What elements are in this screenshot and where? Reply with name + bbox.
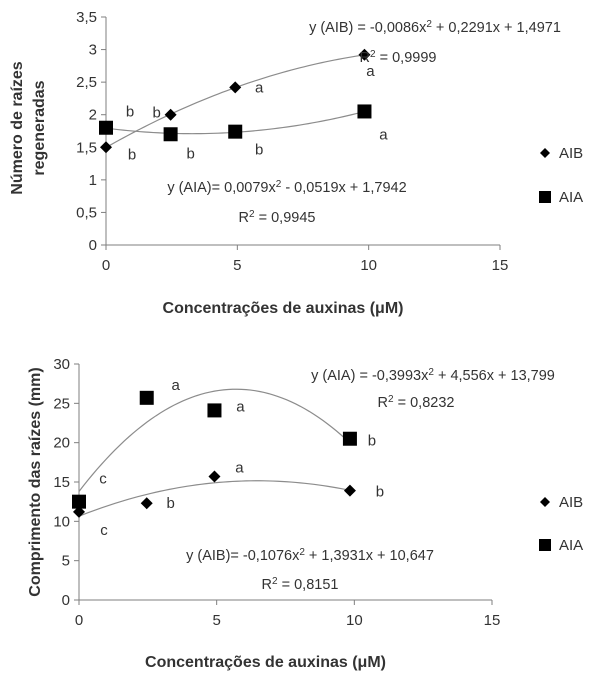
significance-letter: b — [167, 495, 175, 512]
r-squared-aib: R2 = 0,9999 — [360, 49, 437, 67]
data-point-aia — [139, 390, 154, 405]
x-tick-label: 10 — [360, 257, 377, 274]
y-tick-label: 0 — [89, 237, 97, 254]
legend-marker-diamond — [540, 148, 550, 158]
significance-letter: b — [128, 146, 136, 163]
significance-letter: b — [255, 142, 263, 159]
trendline-aib — [78, 480, 351, 517]
x-tick-label: 5 — [233, 257, 241, 274]
significance-letter: a — [172, 377, 181, 394]
x-tick-label: 15 — [484, 612, 501, 629]
trendline-aia — [78, 388, 351, 492]
y-tick-label: 25 — [53, 395, 70, 412]
r-squared-aia: R2 = 0,9945 — [239, 209, 316, 227]
legend: AIB AIA — [539, 494, 583, 554]
legend-label-aib: AIB — [559, 145, 583, 162]
y-tick-label: 20 — [53, 435, 70, 452]
equation-aia: y (AIA)= 0,0079x2 - 0,0519x + 1,7942 — [167, 179, 406, 197]
equation-aib: y (AIB)= -0,1076x2 + 1,3931x + 10,647 — [186, 547, 434, 565]
y-axis-label: Número de raízes — [9, 61, 26, 194]
x-tick-label: 10 — [346, 612, 363, 629]
legend-marker-square — [539, 539, 551, 551]
legend-marker-square — [539, 191, 551, 203]
significance-letter: b — [152, 105, 160, 122]
legend-label-aia: AIA — [559, 537, 583, 554]
y-tick-label: 0 — [62, 592, 70, 609]
data-point-aib — [343, 484, 356, 497]
data-point-aib — [208, 470, 221, 483]
equation-aia: y (AIA) = -0,3993x2 + 4,556x + 13,799 — [311, 367, 555, 385]
equation-aib: y (AIB) = -0,0086x2 + 0,2291x + 1,4971 — [309, 19, 561, 37]
r-squared-aib: R2 = 0,8151 — [262, 576, 339, 594]
legend-label-aib: AIB — [559, 494, 583, 511]
data-point-aib — [229, 81, 242, 94]
significance-letter: c — [99, 471, 107, 488]
y-tick-label: 1,5 — [76, 139, 97, 156]
significance-letter: a — [235, 459, 244, 476]
y-axis-label: Comprimento das raízes (mm) — [27, 367, 44, 596]
significance-letter: c — [100, 522, 108, 539]
y-tick-label: 5 — [62, 553, 70, 570]
y-tick-label: 0,5 — [76, 204, 97, 221]
x-tick-label: 15 — [492, 257, 509, 274]
x-axis-label: Concentrações de auxinas (μM) — [163, 300, 404, 317]
significance-letter: b — [186, 145, 194, 162]
y-tick-label: 2 — [89, 107, 97, 124]
data-point-aib — [358, 48, 371, 61]
data-point-aib — [164, 108, 177, 121]
y-tick-label: 10 — [53, 513, 70, 530]
data-point-aib — [100, 141, 112, 154]
significance-letter: a — [366, 63, 375, 80]
y-tick-label: 1 — [89, 172, 97, 189]
significance-letter: b — [126, 104, 134, 121]
y-tick-label: 3 — [89, 42, 97, 59]
y-tick-label: 30 — [53, 356, 70, 373]
y-tick-label: 2,5 — [76, 74, 97, 91]
data-point-aia — [357, 104, 372, 119]
x-tick-label: 0 — [102, 257, 110, 274]
data-point-aia — [163, 127, 178, 142]
data-point-aia — [99, 120, 113, 135]
significance-letter: b — [376, 484, 384, 501]
y-tick-label: 3,5 — [76, 9, 97, 26]
legend-label-aia: AIA — [559, 189, 583, 206]
data-point-aib — [73, 505, 85, 518]
significance-letter: a — [236, 398, 245, 415]
data-point-aib — [140, 497, 153, 510]
y-tick-label: 15 — [53, 474, 70, 491]
significance-letter: a — [255, 79, 264, 96]
x-tick-label: 0 — [75, 612, 83, 629]
r-squared-aia: R2 = 0,8232 — [378, 394, 455, 412]
legend-marker-diamond — [540, 497, 550, 507]
data-point-aia — [228, 124, 243, 139]
significance-letter: b — [368, 433, 376, 450]
data-point-aia — [207, 403, 222, 418]
legend: AIB AIA — [539, 145, 583, 206]
chart-1: 0 0,5 1 1,5 2 2,5 3 3,5 0 5 10 15 Concentrações de a… — [9, 9, 583, 317]
data-point-aia — [342, 431, 357, 446]
chart-2: 0 5 10 15 20 25 30 0 5 10 15 Concentrações de auxin… — [27, 356, 583, 671]
significance-letter: a — [379, 126, 388, 143]
data-point-aia — [72, 494, 86, 509]
x-axis-label: Concentrações de auxinas (μM) — [145, 654, 386, 671]
y-axis-label: regeneradas — [31, 80, 48, 175]
x-tick-label: 5 — [212, 612, 220, 629]
